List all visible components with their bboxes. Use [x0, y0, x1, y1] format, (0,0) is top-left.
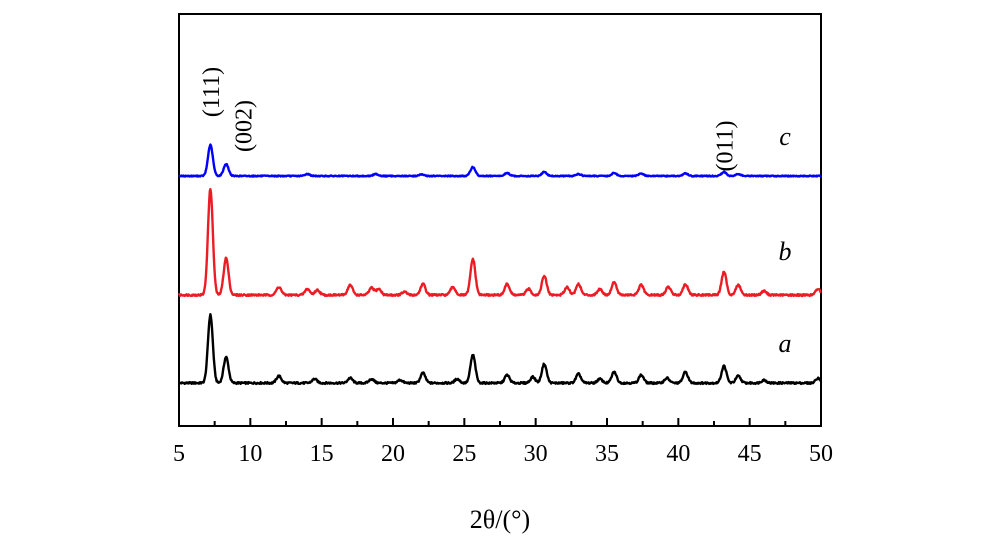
series-label-a: a: [779, 329, 792, 358]
x-tick-label: 50: [809, 441, 833, 467]
x-tick-label: 45: [738, 441, 762, 467]
peak-annotations: (111)(002) (011): [199, 67, 739, 172]
series-line-c: [178, 143, 822, 178]
series-line-a: [177, 313, 822, 386]
x-tick-label: 10: [238, 441, 262, 467]
peak-annotation: (011): [712, 120, 738, 171]
x-tick-label: 20: [381, 441, 405, 467]
x-tick-label: 15: [310, 441, 334, 467]
x-tick-label: 25: [452, 441, 476, 467]
peak-annotation: (111): [199, 67, 225, 117]
series-layer: [177, 143, 822, 386]
x-tick-label: 5: [173, 441, 185, 467]
x-tick-label: 40: [666, 441, 690, 467]
peak-annotation: (002): [231, 100, 257, 152]
x-tick-label: 30: [524, 441, 548, 467]
plot-frame: [178, 13, 822, 427]
series-label-b: b: [779, 237, 792, 266]
series-labels: a b c: [779, 122, 792, 358]
x-tick-label: 35: [595, 441, 619, 467]
series-line-b: [177, 187, 822, 298]
series-label-c: c: [779, 122, 791, 151]
x-axis-ticks: 5 10 15 20 25 30 35 40 45 50: [173, 418, 833, 467]
x-axis-title: 2θ/(°): [470, 505, 530, 534]
